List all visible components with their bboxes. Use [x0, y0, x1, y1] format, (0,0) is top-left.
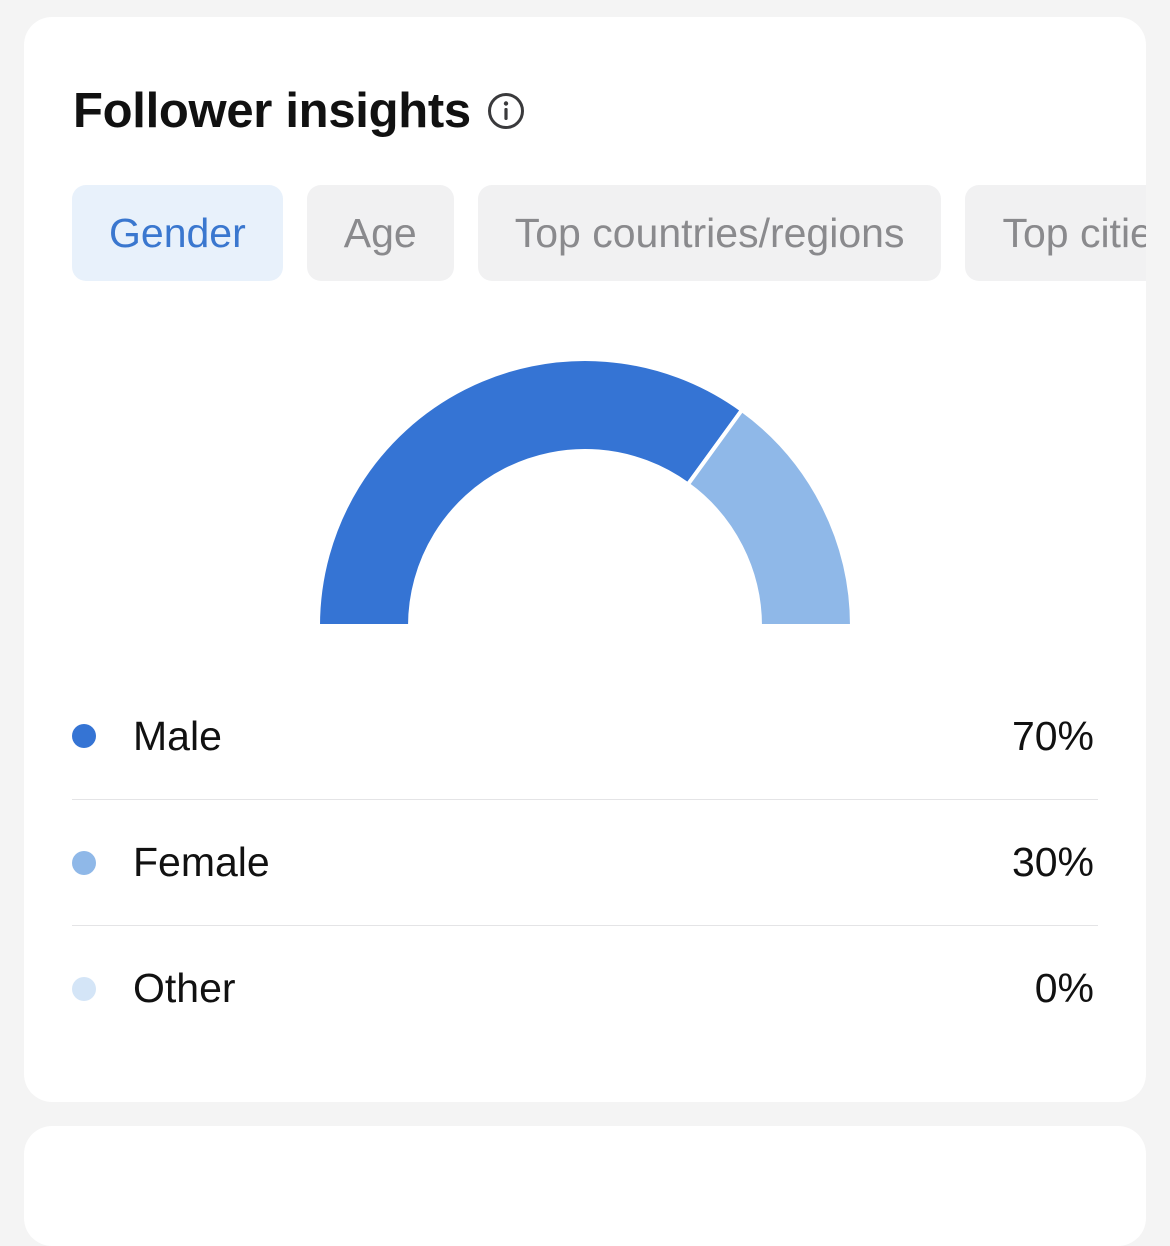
- next-card: [24, 1126, 1146, 1246]
- legend-row-male: Male 70%: [72, 673, 1098, 799]
- donut-slice-male[interactable]: [315, 357, 745, 628]
- female-color-dot: [72, 850, 96, 875]
- gender-half-donut-chart: [315, 357, 855, 628]
- other-color-dot: [72, 976, 96, 1001]
- legend-value-male: 70%: [1011, 712, 1094, 759]
- gender-legend: Male 70% Female 30% Other 0%: [72, 673, 1098, 1051]
- insight-tabs: Gender Age Top countries/regions Top cit…: [72, 185, 1146, 281]
- legend-label-other: Other: [133, 965, 236, 1011]
- legend-label-female: Female: [133, 839, 270, 885]
- legend-row-female: Female 30%: [72, 799, 1098, 925]
- tab-top-cities[interactable]: Top cities: [965, 185, 1146, 281]
- male-color-dot: [72, 724, 96, 748]
- card-title: Follower insights: [73, 84, 471, 138]
- legend-value-other: 0%: [1034, 965, 1094, 1011]
- legend-label-male: Male: [133, 712, 222, 759]
- donut-slice-female[interactable]: [685, 407, 855, 628]
- info-icon[interactable]: [487, 92, 525, 130]
- card-header: Follower insights: [73, 79, 525, 143]
- tab-gender[interactable]: Gender: [72, 185, 283, 281]
- tab-age[interactable]: Age: [306, 185, 454, 281]
- follower-insights-card: Follower insights Gender Age Top countri…: [24, 17, 1146, 1102]
- legend-value-female: 30%: [1011, 839, 1094, 885]
- legend-row-other: Other 0%: [72, 925, 1098, 1051]
- tab-top-countries-regions[interactable]: Top countries/regions: [477, 185, 942, 281]
